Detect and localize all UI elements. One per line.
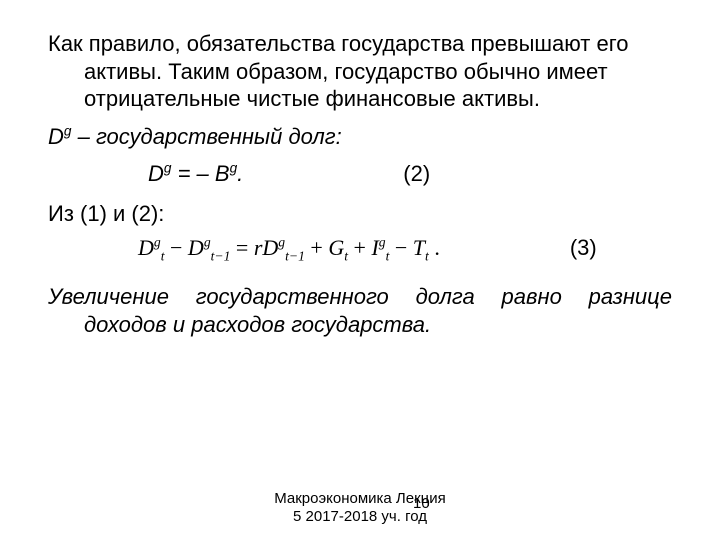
eq2-rhs-sym: B (215, 161, 230, 186)
eq3-plus2: + (348, 235, 371, 260)
eq3-D2: D (188, 235, 204, 260)
dash: – (71, 124, 95, 149)
eq3-eq: = (230, 235, 253, 260)
equation-2-line: Dg = – Bg. (2) (48, 160, 672, 188)
from-1-2: Из (1) и (2): (48, 200, 672, 228)
equation-2: Dg = – Bg. (48, 160, 243, 188)
eq2-eq-sign: = – (171, 161, 214, 186)
footer-line-2: 5 2017-2018 уч. год (0, 508, 720, 526)
eq3-minus1: − (165, 235, 188, 260)
eq3-G: G (328, 235, 344, 260)
equation-3-row: Dgt − Dgt−1 = rDgt−1 + Gt + Igt − Tt . (… (48, 235, 672, 261)
footer-line-1: Макроэкономика Лекция (0, 490, 720, 508)
debt-def-text: государственный долг: (96, 124, 342, 149)
page-number: 10 (413, 495, 430, 512)
eq3-period: . (429, 235, 440, 260)
equation-3-number: (3) (440, 235, 597, 261)
eq3-I: I (371, 235, 378, 260)
equation-3: Dgt − Dgt−1 = rDgt−1 + Gt + Igt − Tt . (48, 235, 440, 261)
eq3-rD: D (262, 235, 278, 260)
eq3-rD-sub: t−1 (285, 248, 305, 263)
paragraph-intro: Как правило, обязательства государства п… (48, 30, 672, 113)
eq3-D1: D (138, 235, 154, 260)
eq3-minusT: − (389, 235, 412, 260)
eq2-lhs-sym: D (148, 161, 164, 186)
eq3-D2-sup: g (204, 235, 211, 250)
conclusion: Увеличение государственного долга равно … (48, 283, 672, 338)
sym-D: D (48, 124, 64, 149)
eq3-I-sup: g (379, 235, 386, 250)
eq3-D1-sup: g (154, 235, 161, 250)
slide: Как правило, обязательства государства п… (0, 0, 720, 540)
eq3-D2-sub: t−1 (211, 248, 231, 263)
equation-2-number: (2) (243, 160, 430, 188)
eq3-plus1: + (305, 235, 328, 260)
debt-definition: Dg – государственный долг: (48, 123, 672, 151)
footer: Макроэкономика Лекция 5 2017-2018 уч. го… (0, 490, 720, 526)
eq3-T: T (413, 235, 425, 260)
